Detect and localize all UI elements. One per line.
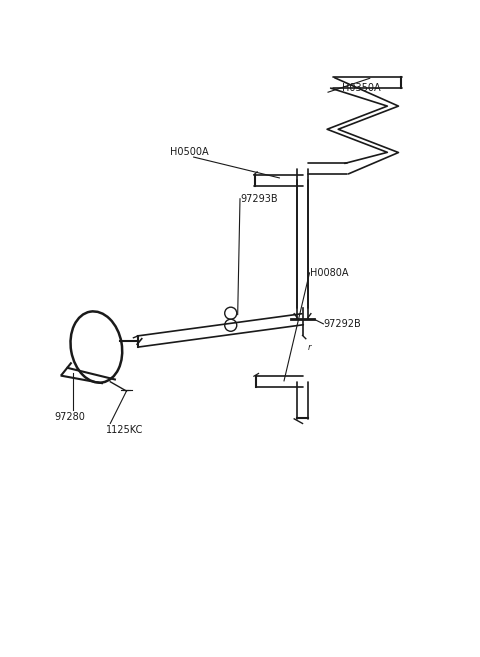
Text: 97280: 97280 — [55, 411, 85, 422]
Text: H0500A: H0500A — [170, 147, 209, 158]
Text: 97293B: 97293B — [240, 194, 277, 204]
Text: H0350A: H0350A — [342, 83, 381, 93]
Text: r: r — [308, 342, 312, 351]
Text: 97292B: 97292B — [324, 319, 361, 329]
Text: H0080A: H0080A — [310, 268, 348, 278]
Text: 1125KC: 1125KC — [106, 426, 143, 436]
